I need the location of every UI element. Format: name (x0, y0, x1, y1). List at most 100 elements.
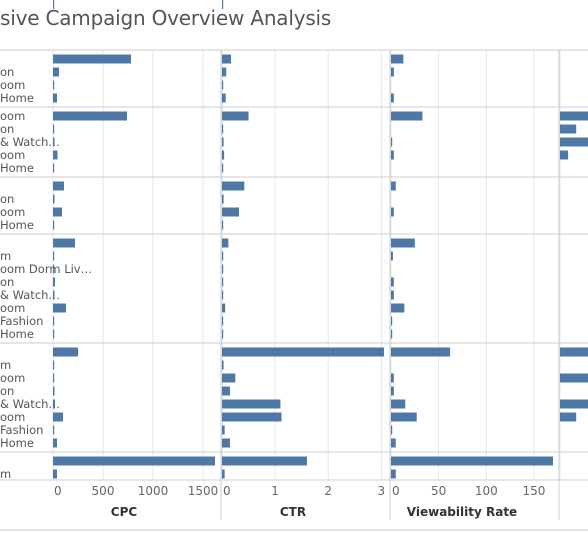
bar (222, 220, 224, 230)
row-label: oom (0, 205, 25, 219)
bar (222, 386, 230, 396)
bar (222, 373, 236, 383)
bar (53, 251, 55, 261)
bar (53, 456, 215, 466)
bar (391, 181, 396, 191)
row-label: & Watch… (0, 288, 60, 302)
bar (391, 238, 415, 248)
bar (53, 93, 57, 103)
bar (222, 425, 225, 435)
bar (222, 181, 245, 191)
bar (222, 329, 224, 339)
bar (560, 347, 588, 357)
bar (391, 386, 394, 396)
bar (391, 438, 396, 448)
bar (222, 456, 307, 466)
bar (222, 111, 249, 121)
row-label: Home (0, 218, 34, 232)
row-label: Home (0, 327, 34, 341)
tick-label: 100 (475, 484, 498, 498)
bar (53, 264, 55, 274)
bar (222, 303, 226, 313)
bar (53, 399, 55, 409)
bar (222, 163, 224, 173)
bar (222, 194, 224, 204)
row-label: m (0, 249, 11, 263)
row-label: Fashion (0, 423, 43, 437)
row-label: Home (0, 91, 34, 105)
tick-label: 0 (223, 484, 231, 498)
bar (560, 150, 569, 160)
bar (53, 207, 62, 217)
bar (53, 220, 55, 230)
bar (222, 207, 239, 217)
bar (391, 469, 396, 479)
row-label: Fashion (0, 314, 43, 328)
bar (53, 181, 64, 191)
bar (391, 93, 394, 103)
bar (222, 93, 226, 103)
bar (53, 329, 55, 339)
bar (53, 347, 78, 357)
row-label: oom (0, 78, 25, 92)
bar (53, 137, 55, 147)
row-label: on (0, 384, 14, 398)
bar (222, 469, 225, 479)
bar (391, 207, 394, 217)
tick-label: 1 (271, 484, 279, 498)
bar (560, 399, 588, 409)
row-label: m (0, 467, 11, 481)
bar (222, 360, 224, 370)
bar (391, 303, 405, 313)
bar (222, 238, 229, 248)
bar (53, 277, 55, 287)
bar (391, 347, 451, 357)
bar (222, 277, 224, 287)
bar (391, 456, 553, 466)
bar (222, 347, 384, 357)
row-label: oom (0, 301, 25, 315)
tick-label: 500 (92, 484, 115, 498)
bar (53, 80, 55, 90)
row-label: oom (0, 410, 25, 424)
bar (560, 412, 577, 422)
row-label: oom (0, 371, 25, 385)
bar (391, 67, 394, 77)
bar (53, 412, 63, 422)
bar (560, 111, 588, 121)
bar (222, 80, 224, 90)
bar (53, 438, 57, 448)
bar (560, 137, 588, 147)
bar (391, 54, 404, 64)
bar (222, 0, 224, 9)
row-label: oom (0, 148, 25, 162)
bar (560, 124, 577, 134)
row-label: on (0, 122, 14, 136)
axis-title: CTR (280, 505, 306, 519)
axis-title: CPC (111, 505, 138, 519)
bar (391, 137, 393, 147)
bar (53, 67, 59, 77)
bar (391, 251, 393, 261)
bar (222, 150, 225, 160)
row-label: Home (0, 161, 34, 175)
bar (391, 425, 393, 435)
tick-label: 50 (431, 484, 446, 498)
bar (53, 373, 55, 383)
row-label: Home (0, 436, 34, 450)
bar (53, 194, 55, 204)
row-label: on (0, 65, 14, 79)
row-label: on (0, 192, 14, 206)
bar (391, 111, 423, 121)
chart-title: sive Campaign Overview Analysis (0, 6, 332, 30)
row-label: m (0, 358, 11, 372)
bar (53, 163, 55, 173)
bar (560, 373, 588, 383)
bar (53, 290, 55, 300)
tick-label: 3 (378, 484, 386, 498)
row-label: oom (0, 109, 25, 123)
bar (222, 124, 224, 134)
bar (53, 425, 55, 435)
bar (222, 290, 224, 300)
